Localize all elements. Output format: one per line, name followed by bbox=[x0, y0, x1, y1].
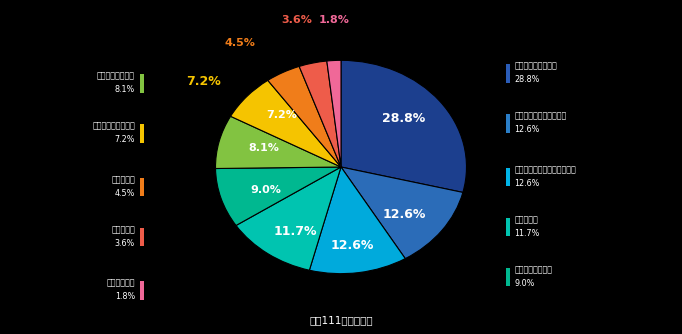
Text: 3.6%: 3.6% bbox=[281, 15, 312, 25]
Wedge shape bbox=[236, 167, 341, 270]
Wedge shape bbox=[310, 167, 405, 274]
Text: 12.6%: 12.6% bbox=[514, 179, 539, 187]
Text: 1.8%: 1.8% bbox=[318, 15, 350, 25]
Text: 8.1%: 8.1% bbox=[115, 85, 135, 94]
Text: 1.8%: 1.8% bbox=[115, 292, 135, 301]
Text: 4.5%: 4.5% bbox=[115, 189, 135, 197]
Wedge shape bbox=[231, 80, 341, 167]
Text: 9.0%: 9.0% bbox=[250, 185, 281, 195]
Text: 12.6%: 12.6% bbox=[331, 239, 374, 252]
Text: 宿泊・旅行・娯楽・観光: 宿泊・旅行・娯楽・観光 bbox=[514, 112, 567, 121]
Text: 卸売・小売・通販: 卸売・小売・通販 bbox=[514, 266, 552, 274]
Text: 【全111社・機関】: 【全111社・機関】 bbox=[309, 316, 373, 326]
Wedge shape bbox=[327, 60, 341, 167]
Text: 7.2%: 7.2% bbox=[186, 75, 220, 88]
Text: 金融・保険: 金融・保険 bbox=[111, 175, 135, 184]
Text: 運輸・郵便: 運輸・郵便 bbox=[111, 225, 135, 234]
Text: 28.8%: 28.8% bbox=[514, 75, 539, 84]
Text: 12.6%: 12.6% bbox=[514, 125, 539, 134]
Text: 建設・不動産: 建設・不動産 bbox=[106, 279, 135, 288]
Text: 7.2%: 7.2% bbox=[115, 135, 135, 144]
Text: 11.7%: 11.7% bbox=[273, 225, 316, 238]
Text: 情報サービス・通信: 情報サービス・通信 bbox=[514, 62, 557, 70]
Wedge shape bbox=[299, 61, 341, 167]
Wedge shape bbox=[341, 167, 463, 259]
Text: 8.1%: 8.1% bbox=[249, 143, 280, 153]
Text: 12.6%: 12.6% bbox=[383, 207, 426, 220]
Wedge shape bbox=[216, 167, 341, 225]
Text: 7.2%: 7.2% bbox=[266, 110, 297, 120]
Text: 学校教育・教育支援: 学校教育・教育支援 bbox=[92, 122, 135, 131]
Text: 製造・電力: 製造・電力 bbox=[514, 215, 538, 224]
Text: 3.6%: 3.6% bbox=[115, 239, 135, 247]
Text: 9.0%: 9.0% bbox=[514, 279, 535, 288]
Text: 4.5%: 4.5% bbox=[224, 38, 256, 48]
Text: 放送・新聞・広告・デザイン: 放送・新聞・広告・デザイン bbox=[514, 165, 576, 174]
Wedge shape bbox=[341, 60, 466, 192]
Wedge shape bbox=[216, 116, 341, 169]
Text: 11.7%: 11.7% bbox=[514, 229, 539, 237]
Wedge shape bbox=[268, 66, 341, 167]
Text: 公務・団体・組合: 公務・団体・組合 bbox=[97, 72, 135, 80]
Text: 28.8%: 28.8% bbox=[382, 112, 425, 125]
